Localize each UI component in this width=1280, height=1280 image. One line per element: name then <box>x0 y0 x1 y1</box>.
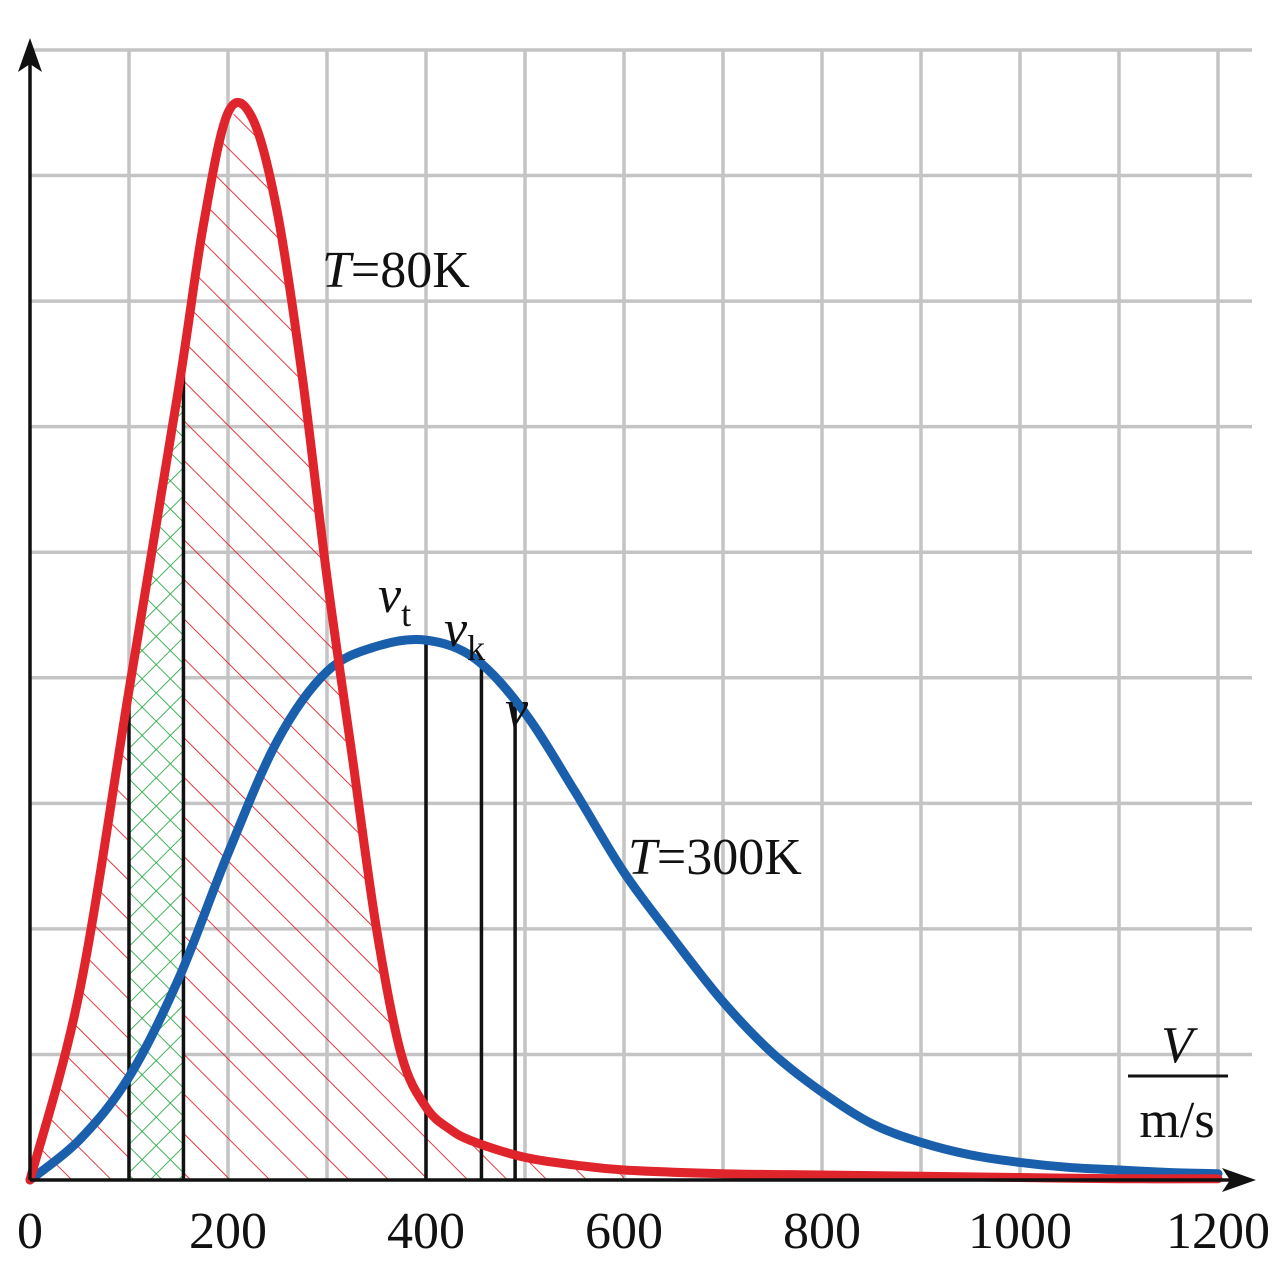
grid <box>30 48 1252 1180</box>
band-lines <box>127 356 186 1180</box>
axes <box>18 38 1256 1192</box>
x-tick-label: 200 <box>189 1203 267 1260</box>
x-axis-arrow <box>1222 1168 1256 1192</box>
y-axis-arrow <box>18 38 42 72</box>
x-tick-label: 400 <box>387 1203 465 1260</box>
marker-label-v-t: vt <box>378 567 411 634</box>
series-t80-line <box>25 98 1223 1185</box>
x-tick-label: 1000 <box>968 1203 1072 1260</box>
marker-lines <box>424 640 517 1180</box>
x-tick-label: 600 <box>585 1203 663 1260</box>
x-label-denominator: m/s <box>1139 1092 1214 1149</box>
series-t300-line <box>25 634 1223 1185</box>
series-t80-label: T=80K <box>322 242 470 299</box>
x-tick-labels: 0 200 400 600 800 1000 1200 <box>17 1203 1270 1260</box>
x-tick-label: 800 <box>783 1203 861 1260</box>
series-t300-label: T=300K <box>628 829 802 886</box>
marker-label-v-k: vk <box>444 601 485 668</box>
x-axis-label: V m/s <box>1128 1017 1228 1149</box>
x-tick-label: 0 <box>17 1203 43 1260</box>
x-label-numerator: V <box>1161 1017 1198 1074</box>
marker-label-v: v <box>505 681 529 738</box>
x-tick-label: 1200 <box>1166 1203 1270 1260</box>
